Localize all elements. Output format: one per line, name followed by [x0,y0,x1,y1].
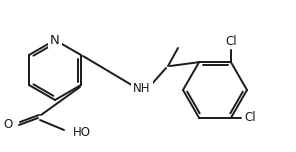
Text: Cl: Cl [244,111,256,124]
Text: NH: NH [133,81,151,95]
Text: O: O [4,119,13,131]
Text: N: N [50,33,60,47]
Text: HO: HO [73,126,91,138]
Text: Cl: Cl [225,35,237,48]
